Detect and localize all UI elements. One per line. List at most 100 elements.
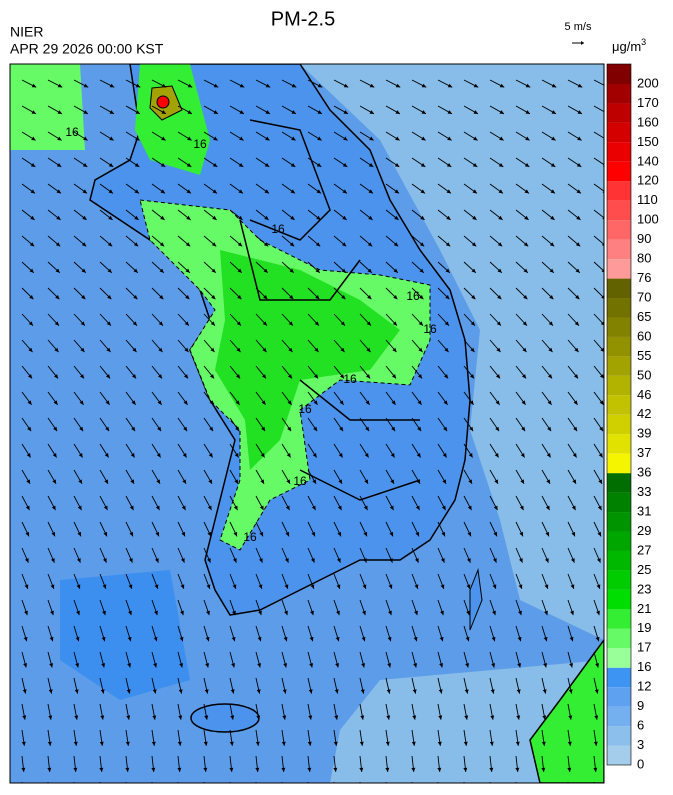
wind-arrow-head	[438, 689, 443, 694]
wind-arrow-head	[233, 505, 238, 511]
wind-arrow-head	[515, 767, 520, 772]
wind-arrow-head	[238, 215, 243, 220]
wind-arrow-head	[50, 610, 54, 616]
wind-arrow-head	[419, 242, 425, 247]
colorbar-label: 12	[637, 679, 651, 694]
wind-arrow	[203, 781, 205, 783]
wind-arrow-head	[126, 715, 131, 720]
wind-arrow-head	[184, 321, 189, 326]
colorbar-segment	[607, 492, 631, 513]
wind-arrow-head	[181, 505, 186, 511]
wind-arrow-head	[131, 400, 136, 405]
wind-arrow-head	[234, 453, 239, 458]
wind-arrow-head	[473, 136, 478, 141]
wind-arrow-head	[600, 347, 604, 352]
wind-arrow-head	[259, 505, 264, 511]
wind-arrow-head	[571, 505, 576, 511]
colorbar-label: 140	[637, 153, 659, 168]
wind-arrow-head	[599, 374, 604, 379]
title: PM-2.5	[271, 8, 335, 30]
wind-arrow-head	[495, 374, 501, 379]
wind-arrow-head	[570, 558, 575, 563]
wind-arrow-head	[257, 636, 262, 642]
wind-arrow-head	[262, 347, 267, 353]
wind-arrow-head	[550, 162, 556, 167]
wind-arrow-head	[447, 110, 452, 114]
wind-arrow-head	[440, 558, 445, 563]
colorbar-segment	[607, 648, 631, 668]
wind-arrow-head	[287, 426, 292, 432]
colorbar-label: 17	[637, 640, 651, 655]
wind-arrow-head	[443, 400, 448, 405]
wind-arrow-head	[598, 453, 603, 458]
wind-arrow-head	[395, 110, 400, 114]
wind-arrow-head	[546, 479, 551, 484]
colorbar-label: 170	[637, 95, 659, 110]
colorbar-segment	[607, 122, 631, 143]
wind-arrow-head	[391, 426, 396, 432]
wind-arrow-head	[56, 162, 62, 167]
wind-arrow-head	[127, 636, 132, 642]
wind-arrow-head	[161, 136, 166, 141]
wind-arrow-head	[206, 584, 211, 589]
wind-arrow-head	[596, 558, 601, 563]
wind-arrow-head	[599, 426, 604, 432]
colorbar-segment	[607, 259, 631, 279]
wind-arrow-head	[186, 189, 191, 194]
wind-arrow-head	[81, 268, 86, 273]
colorbar-label: 65	[637, 309, 651, 324]
wind-arrow-head	[473, 110, 478, 114]
colorbar-label: 120	[637, 173, 659, 188]
colorbar-segment	[607, 453, 631, 474]
colorbar-label: 55	[637, 348, 651, 363]
wind-arrow-head	[178, 715, 183, 720]
wind-arrow-head	[79, 400, 84, 405]
wind-arrow-head	[314, 347, 319, 353]
wind-arrow-head	[49, 663, 54, 668]
wind-arrow-head	[308, 715, 313, 720]
contour-label: 16	[243, 530, 257, 544]
wind-arrow-head	[236, 321, 241, 326]
wind-arrow-head	[441, 531, 446, 537]
wind-arrow-head	[78, 479, 83, 484]
wind-arrow-head	[317, 110, 322, 114]
wind-arrow-head	[51, 531, 56, 537]
wind-arrow-head	[31, 136, 36, 141]
colorbar-label: 36	[637, 465, 651, 480]
wind-arrow-head	[521, 426, 526, 432]
colorbar-segment	[607, 84, 631, 104]
wind-arrow-head	[362, 584, 367, 589]
wind-arrow-head	[108, 162, 114, 167]
colorbar-segment	[607, 745, 631, 765]
wind-arrow-head	[255, 767, 260, 772]
wind-arrow-head	[492, 610, 496, 616]
wind-arrow-head	[152, 689, 157, 694]
wind-arrow-head	[464, 715, 469, 720]
wind-arrow-head	[288, 347, 293, 353]
wind-arrow-head	[551, 83, 557, 88]
wind-arrow-head	[159, 294, 164, 300]
wind-arrow-head	[468, 453, 473, 458]
wind-arrow-head	[310, 584, 315, 589]
wind-arrow-head	[387, 663, 392, 668]
wind-arrow-head	[541, 741, 546, 746]
wind-arrow-head	[443, 374, 449, 379]
wind-arrow-head	[284, 558, 289, 563]
wind-arrow	[593, 183, 604, 192]
wind-arrow-head	[132, 347, 137, 353]
wind-arrow-head	[548, 347, 553, 353]
wind-arrow-head	[99, 741, 104, 746]
unit-sup: 3	[641, 37, 646, 47]
clean-air-area	[300, 64, 604, 640]
wind-arrow	[73, 781, 75, 783]
wind-arrow-head	[369, 83, 375, 88]
wind-arrow-head	[418, 321, 423, 326]
colorbar-label: 100	[637, 212, 659, 227]
wind-arrow-head	[212, 162, 218, 167]
wind-arrow-head	[82, 189, 87, 194]
wind-arrow-head	[75, 663, 80, 668]
wind-arrow-head	[463, 767, 468, 772]
wind-arrow-head	[516, 689, 521, 694]
wind-arrow-head	[307, 741, 312, 746]
wind-arrow-head	[211, 268, 216, 273]
